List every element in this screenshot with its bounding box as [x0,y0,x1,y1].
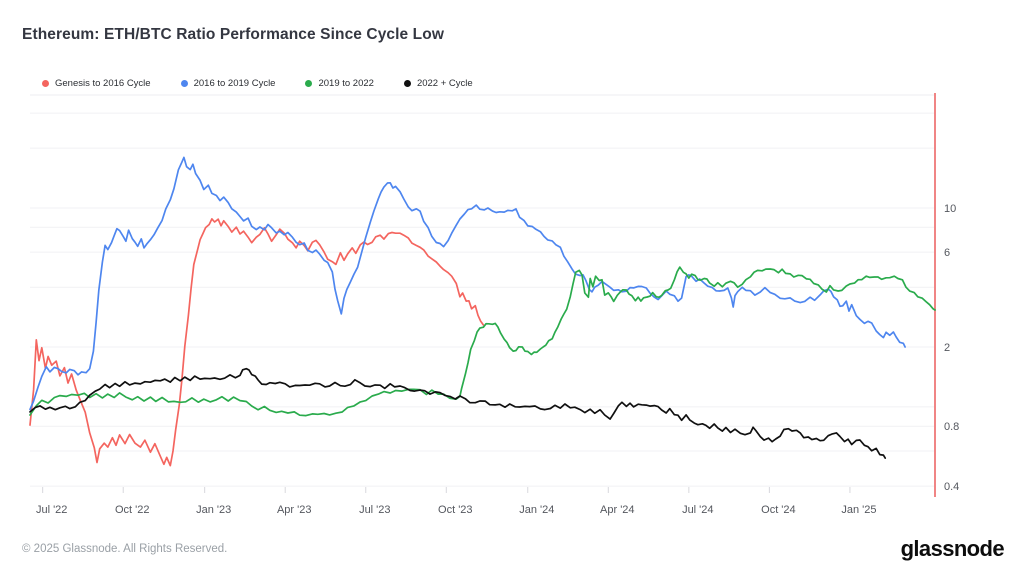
legend-item-1[interactable]: 2016 to 2019 Cycle [180,78,276,89]
legend: Genesis to 2016 Cycle 2016 to 2019 Cycle 2… [42,78,473,89]
legend-dot-icon [180,80,188,87]
x-tick-label-1: Oct '22 [115,504,150,516]
legend-dot-icon [305,80,313,87]
legend-label: 2022 + Cycle [416,78,473,89]
x-tick-label-10: Jan '25 [841,504,876,516]
legend-label: 2016 to 2019 Cycle [193,78,276,89]
x-tick-label-9: Oct '24 [761,504,796,516]
legend-item-2[interactable]: 2019 to 2022 [305,78,374,89]
x-tick-label-2: Jan '23 [196,504,231,516]
series-line-1 [29,156,906,411]
y-tick-label-1: 6 [944,247,950,259]
legend-item-0[interactable]: Genesis to 2016 Cycle [42,78,151,89]
x-tick-label-3: Apr '23 [277,504,312,516]
x-tick-label-0: Jul '22 [36,504,67,516]
legend-dot-icon [42,80,49,87]
legend-label: 2019 to 2022 [318,78,374,89]
x-tick-label-6: Jan '24 [519,504,554,516]
x-tick-label-4: Jul '23 [359,504,390,516]
x-tick-label-7: Apr '24 [600,504,635,516]
legend-item-3[interactable]: 2022 + Cycle [403,78,473,89]
x-tick-label-5: Oct '23 [438,504,473,516]
y-tick-label-2: 2 [944,342,950,354]
y-tick-label-3: 0.8 [944,421,959,433]
y-tick-label-4: 0.4 [944,481,959,493]
glassnode-logo: glassnode [900,536,1005,561]
copyright-text: © 2025 Glassnode. All Rights Reserved. [22,543,228,555]
series-line-3 [29,367,887,459]
x-tick-label-8: Jul '24 [682,504,713,516]
series-line-0 [29,218,485,467]
page-title: Ethereum: ETH/BTC Ratio Performance Sinc… [22,26,444,43]
legend-dot-icon [403,80,411,87]
legend-label: Genesis to 2016 Cycle [55,78,151,89]
y-tick-label-0: 10 [944,203,956,215]
series-line-2 [29,266,936,417]
